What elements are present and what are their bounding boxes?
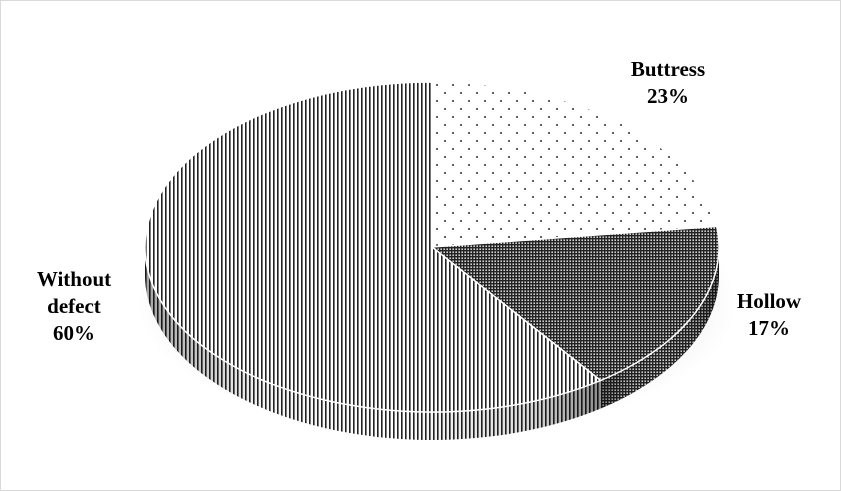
slice-name-line-2: defect	[47, 294, 101, 318]
slice-name-line-1: Without	[36, 267, 112, 291]
pie-side-shading-without-defect	[144, 247, 601, 441]
slice-percent: 60%	[53, 321, 95, 345]
slice-percent: 23%	[647, 84, 689, 108]
slice-label-hollow: Hollow 17%	[709, 288, 829, 342]
pie-rim	[144, 81, 720, 413]
slice-label-buttress: Buttress 23%	[598, 56, 738, 110]
slice-name: Buttress	[630, 57, 706, 81]
slice-percent: 17%	[748, 316, 790, 340]
slice-label-without-defect: Without defect 60%	[9, 266, 139, 347]
slice-name: Hollow	[736, 289, 802, 313]
pie-side-shading-hollow	[600, 247, 719, 409]
